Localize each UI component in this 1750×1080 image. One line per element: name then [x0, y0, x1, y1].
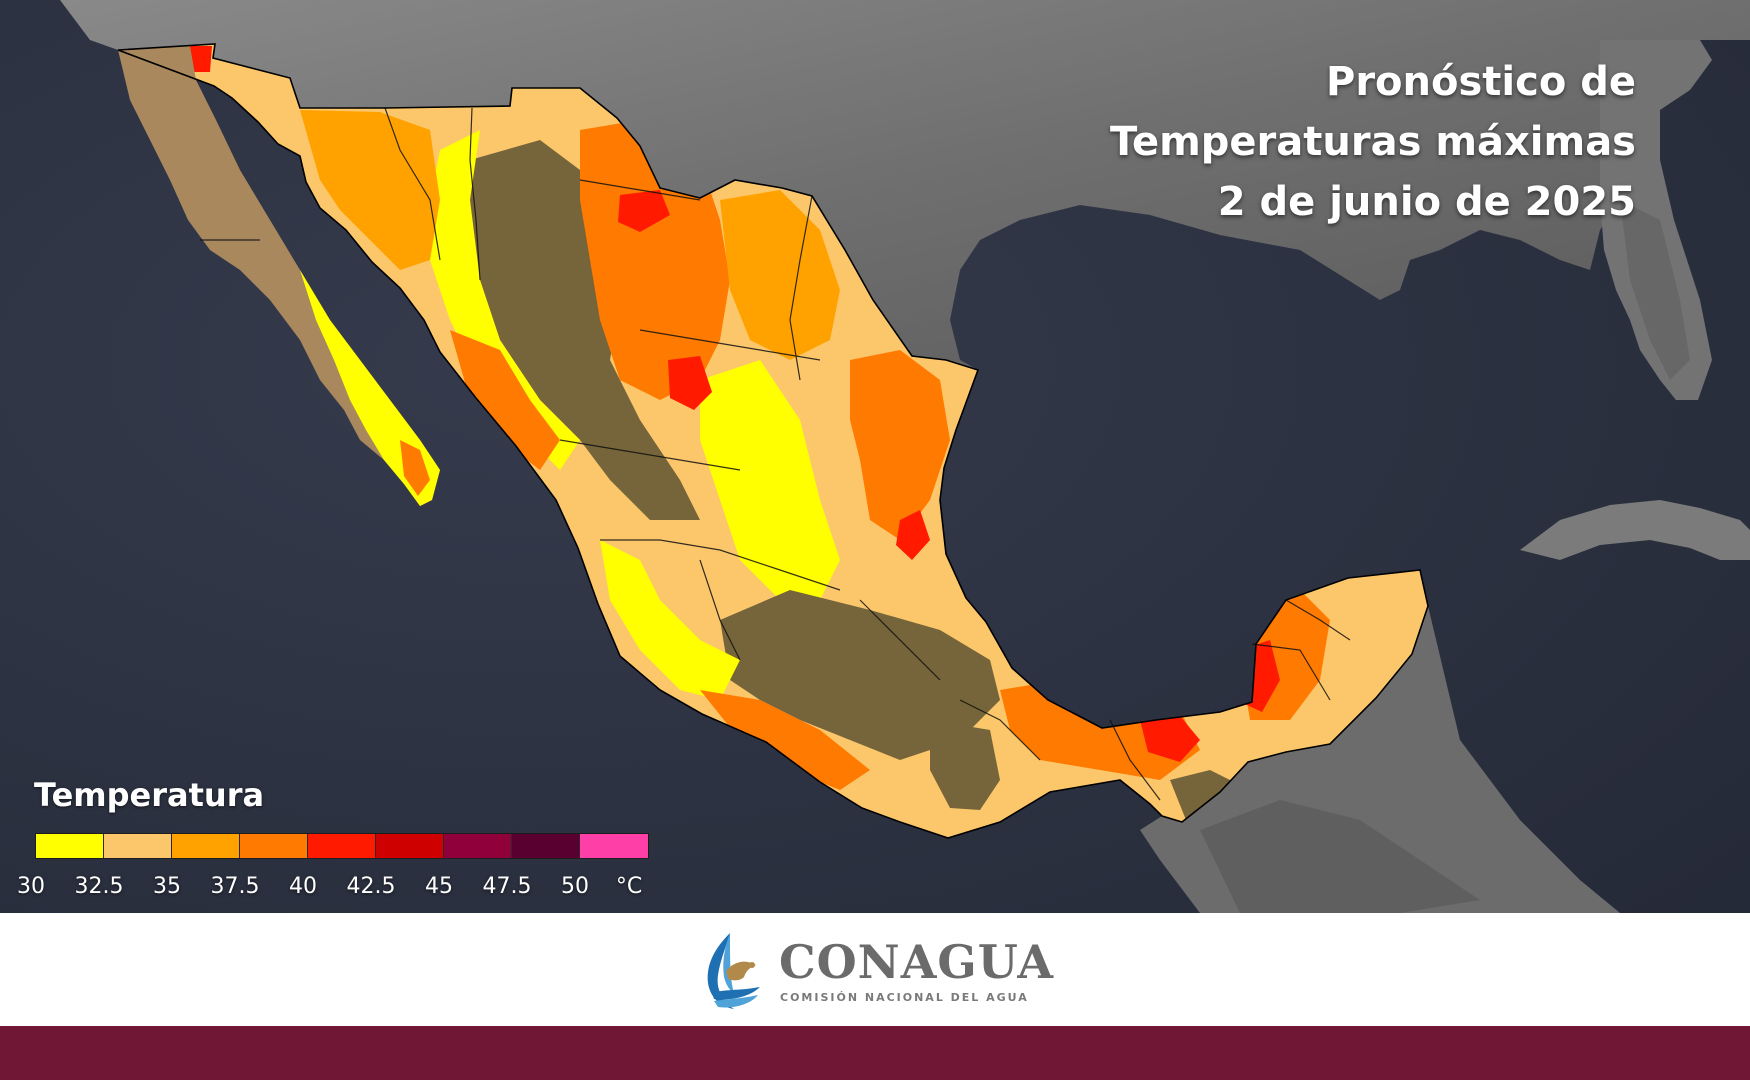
legend-color-bar: [35, 833, 649, 859]
yellow-band-west: [430, 130, 580, 470]
title-line-2: Temperaturas máximas: [1110, 119, 1636, 165]
orange-zone-sinaloa: [450, 330, 560, 470]
usa-landmass: [0, 0, 1750, 370]
legend-swatch-8: [512, 834, 580, 858]
footer-band: [0, 1026, 1750, 1080]
legend-label-2: 32.5: [74, 874, 124, 899]
legend-swatch-9: [580, 834, 648, 858]
oaxaca-highland-zone: [930, 720, 1000, 810]
legend-label-7: 45: [425, 874, 453, 899]
orange-zone-tamaulipas: [850, 350, 950, 540]
legend-label-8: 47.5: [482, 874, 532, 899]
legend-label-3: 35: [153, 874, 181, 899]
yellow-band-pacific: [600, 540, 740, 700]
legend-swatch-5: [308, 834, 376, 858]
legend-swatch-3: [172, 834, 240, 858]
legend-swatch-1: [36, 834, 104, 858]
conagua-logo: CONAGUA COMISIÓN NACIONAL DEL AGUA: [700, 931, 1060, 1013]
florida-texture: [1620, 200, 1690, 380]
red-zone-durango: [668, 356, 712, 410]
cuba-island: [1520, 500, 1750, 560]
legend-labels: 30 32.5 35 37.5 40 42.5 45 47.5 50 °C: [0, 874, 700, 904]
legend-swatch-4: [240, 834, 308, 858]
central-plateau-zone: [700, 360, 840, 600]
guatemala-texture: [1200, 800, 1480, 913]
orange-zone-sonora: [300, 110, 440, 270]
logo-name: CONAGUA: [779, 935, 1055, 989]
eagle-water-icon: [707, 933, 760, 1009]
legend-label-4: 37.5: [210, 874, 260, 899]
mexico-outline: [117, 43, 1429, 839]
legend-unit: °C: [615, 874, 643, 899]
legend-swatch-7: [444, 834, 512, 858]
temperature-forecast-map: [0, 0, 1750, 913]
map-title: Pronóstico de Temperaturas máximas 2 de …: [1110, 52, 1636, 232]
red-zone-veracruz: [896, 510, 930, 560]
sierra-madre-occidental-zone: [470, 140, 700, 520]
legend-label-6: 42.5: [346, 874, 396, 899]
legend-title: Temperatura: [34, 776, 265, 814]
baja-orange-tip: [400, 440, 430, 496]
title-line-1: Pronóstico de: [1326, 59, 1636, 105]
volcanic-belt-zone: [720, 590, 1000, 760]
title-line-3: 2 de junio de 2025: [1217, 179, 1636, 225]
legend-swatch-2: [104, 834, 172, 858]
orange-zone-coahuila: [720, 190, 840, 360]
legend-label-1: 30: [17, 874, 45, 899]
footer: CONAGUA COMISIÓN NACIONAL DEL AGUA: [0, 913, 1750, 1026]
red-zone-coahuila: [618, 190, 670, 232]
red-zone-tabasco: [1140, 716, 1200, 762]
legend-swatch-6: [376, 834, 444, 858]
legend-label-5: 40: [289, 874, 317, 899]
legend-label-9: 50: [561, 874, 589, 899]
logo-subtitle: COMISIÓN NACIONAL DEL AGUA: [780, 991, 1029, 1004]
orange-zone-guerrero: [700, 690, 870, 790]
temperature-zones: [186, 46, 1330, 830]
state-borders: [200, 107, 1351, 801]
